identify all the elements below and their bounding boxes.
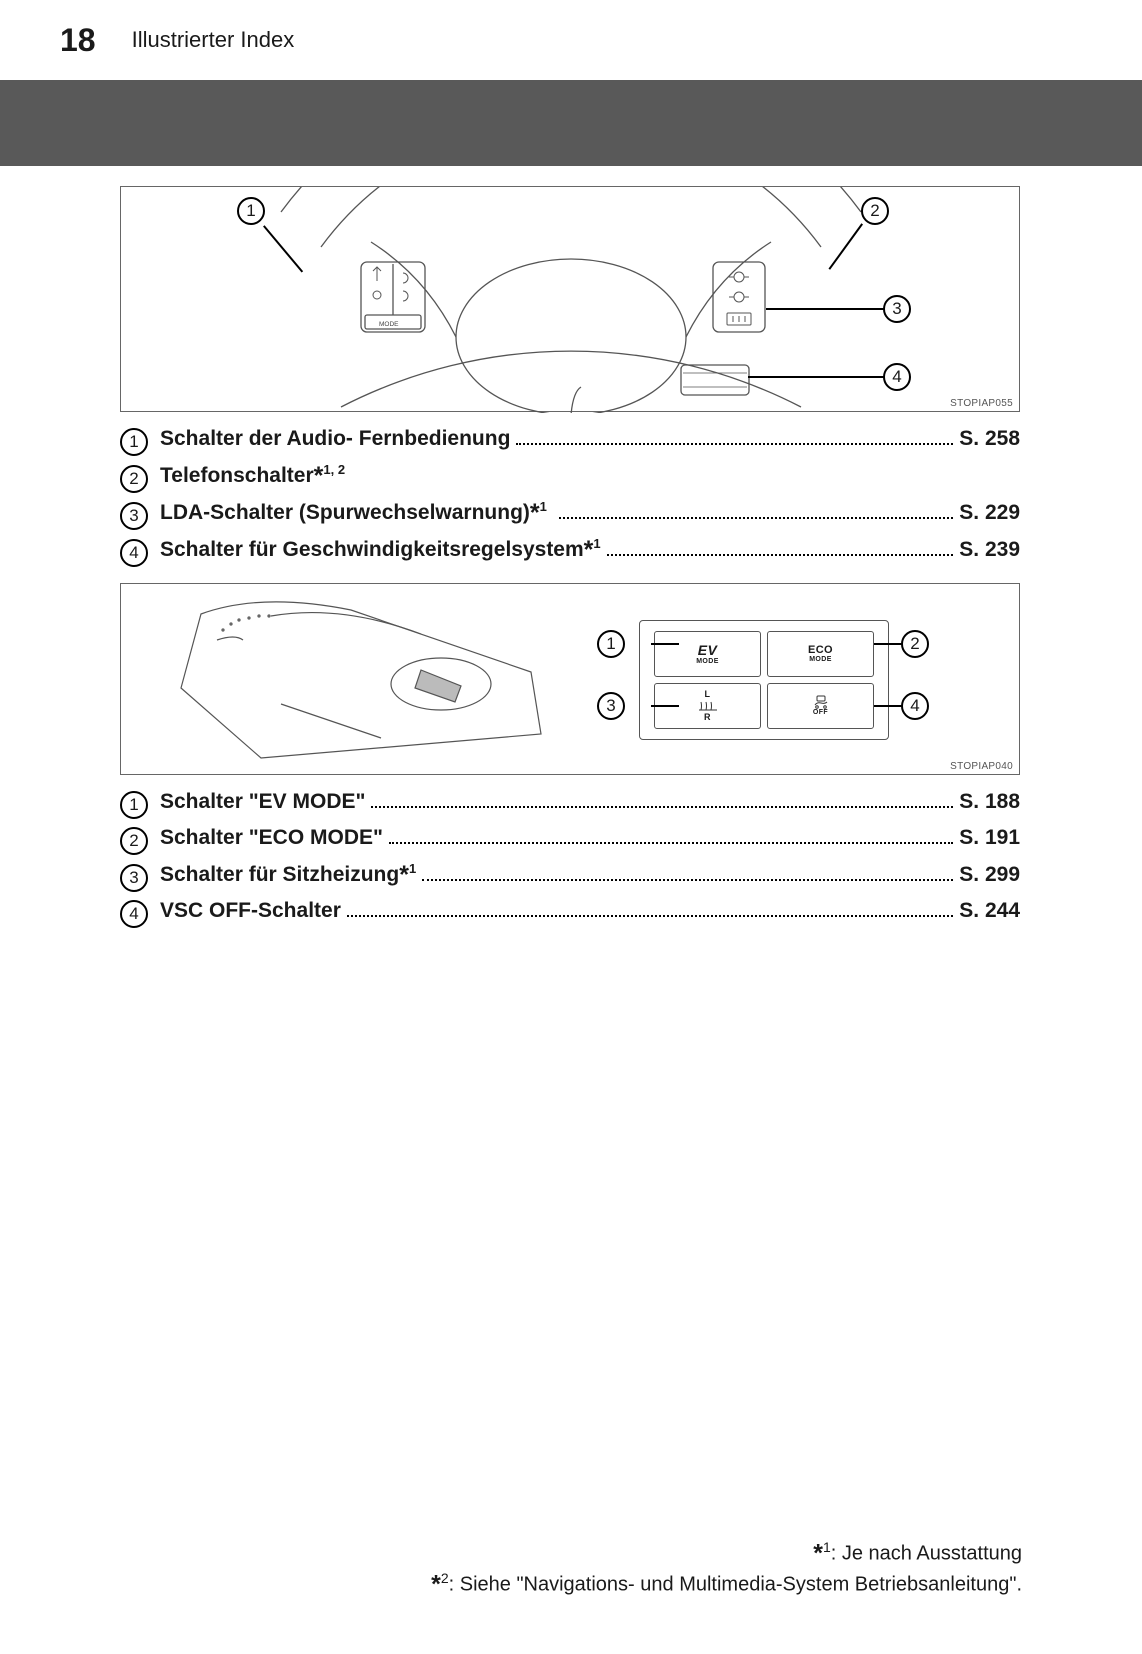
callout-line: [874, 643, 902, 645]
callout-4: 4: [901, 692, 929, 720]
content-area: MODE 1 2 3 4 STOPIAP055 1 Schalter der A…: [120, 186, 1020, 936]
diagram-console-buttons: EV MODE ECO MODE L R OFF 1 2 3 4: [120, 583, 1020, 775]
page-header: 18 Illustrierter Index: [0, 0, 1142, 80]
header-title: Illustrierter Index: [132, 27, 295, 53]
btn-text: OFF: [813, 709, 828, 716]
idx-label-text: Schalter für Sitzheizung: [160, 863, 399, 886]
footnote-text: : Je nach Ausstattung: [831, 1542, 1022, 1564]
idx-dots: [422, 879, 953, 881]
btn-text: L: [705, 690, 711, 699]
footnotes: *1: Je nach Ausstattung *2: Siehe "Navig…: [120, 1537, 1022, 1600]
callout-3: 3: [597, 692, 625, 720]
callout-line: [766, 308, 884, 310]
footnote-1: *1: Je nach Ausstattung: [120, 1539, 1022, 1569]
idx-num: 2: [120, 465, 148, 493]
ev-mode-button: EV MODE: [654, 631, 761, 677]
footnote-text: : Siehe "Navigations- und Multimedia-Sys…: [449, 1574, 1022, 1596]
idx-label: VSC OFF-Schalter: [160, 899, 341, 923]
btn-text: MODE: [696, 658, 719, 665]
idx-num: 1: [120, 428, 148, 456]
seat-heater-icon: [698, 701, 718, 711]
idx-dots: [516, 443, 953, 445]
idx-page: S. 229: [959, 501, 1020, 525]
index-row: 3 LDA-Schalter (Spurwechselwarnung)*1 S.…: [120, 499, 1020, 528]
btn-text: MODE: [809, 656, 832, 663]
idx-label: Schalter der Audio- Fernbedienung: [160, 427, 510, 451]
index-row: 3 Schalter für Sitzheizung*1 S. 299: [120, 861, 1020, 890]
idx-label: Telefonschalter*1, 2: [160, 462, 345, 491]
callout-4: 4: [883, 363, 911, 391]
idx-num: 3: [120, 502, 148, 530]
idx-num: 4: [120, 539, 148, 567]
idx-label: Schalter "ECO MODE": [160, 826, 383, 850]
idx-page: S. 244: [959, 899, 1020, 923]
callout-3: 3: [883, 295, 911, 323]
callout-line: [651, 643, 679, 645]
idx-page: S. 191: [959, 826, 1020, 850]
idx-dots: [371, 806, 953, 808]
button-panel: EV MODE ECO MODE L R OFF: [639, 620, 889, 740]
eco-mode-button: ECO MODE: [767, 631, 874, 677]
index-row: 1 Schalter der Audio- Fernbedienung S. 2…: [120, 426, 1020, 454]
callout-1: 1: [597, 630, 625, 658]
page-number: 18: [60, 22, 96, 59]
idx-page: S. 299: [959, 863, 1020, 887]
diagram-code-1: STOPIAP055: [950, 398, 1013, 409]
callout-2: 2: [901, 630, 929, 658]
btn-text: R: [704, 713, 711, 722]
vsc-off-button: OFF: [767, 683, 874, 729]
idx-page: S. 188: [959, 790, 1020, 814]
callout-2: 2: [861, 197, 889, 225]
idx-label-text: Telefonschalter: [160, 464, 314, 487]
btn-text: EV: [698, 643, 717, 658]
btn-text: ECO: [808, 645, 833, 657]
mode-label: MODE: [379, 321, 399, 328]
index-row: 2 Schalter "ECO MODE" S. 191: [120, 825, 1020, 853]
idx-num: 2: [120, 827, 148, 855]
idx-dots: [559, 517, 954, 519]
diagram-code-2: STOPIAP040: [950, 761, 1013, 772]
index-list-1: 1 Schalter der Audio- Fernbedienung S. 2…: [120, 426, 1020, 565]
idx-label: LDA-Schalter (Spurwechselwarnung)*1: [160, 499, 553, 528]
index-row: 1 Schalter "EV MODE" S. 188: [120, 789, 1020, 817]
idx-num: 1: [120, 791, 148, 819]
idx-dots: [347, 915, 953, 917]
index-row: 2 Telefonschalter*1, 2: [120, 462, 1020, 491]
callout-line: [748, 376, 884, 378]
idx-label-text: LDA-Schalter (Spurwechselwarnung): [160, 501, 530, 524]
footnote-2: *2: Siehe "Navigations- und Multimedia-S…: [120, 1570, 1022, 1600]
index-list-2: 1 Schalter "EV MODE" S. 188 2 Schalter "…: [120, 789, 1020, 926]
idx-label: Schalter für Geschwindigkeitsregelsystem…: [160, 536, 601, 565]
callout-1: 1: [237, 197, 265, 225]
idx-label: Schalter "EV MODE": [160, 790, 365, 814]
header-band: [0, 80, 1142, 166]
index-row: 4 VSC OFF-Schalter S. 244: [120, 898, 1020, 926]
idx-page: S. 239: [959, 538, 1020, 562]
callout-line: [651, 705, 679, 707]
idx-dots: [389, 842, 953, 844]
idx-dots: [607, 554, 954, 556]
callout-line: [874, 705, 902, 707]
vsc-off-icon: [812, 695, 830, 709]
idx-num: 4: [120, 900, 148, 928]
index-row: 4 Schalter für Geschwindigkeitsregelsyst…: [120, 536, 1020, 565]
idx-label-text: Schalter für Geschwindigkeitsregelsystem: [160, 538, 584, 561]
idx-page: S. 258: [959, 427, 1020, 451]
idx-label: Schalter für Sitzheizung*1: [160, 861, 416, 890]
idx-num: 3: [120, 864, 148, 892]
diagram-steering-wheel: MODE 1 2 3 4 STOPIAP055: [120, 186, 1020, 412]
